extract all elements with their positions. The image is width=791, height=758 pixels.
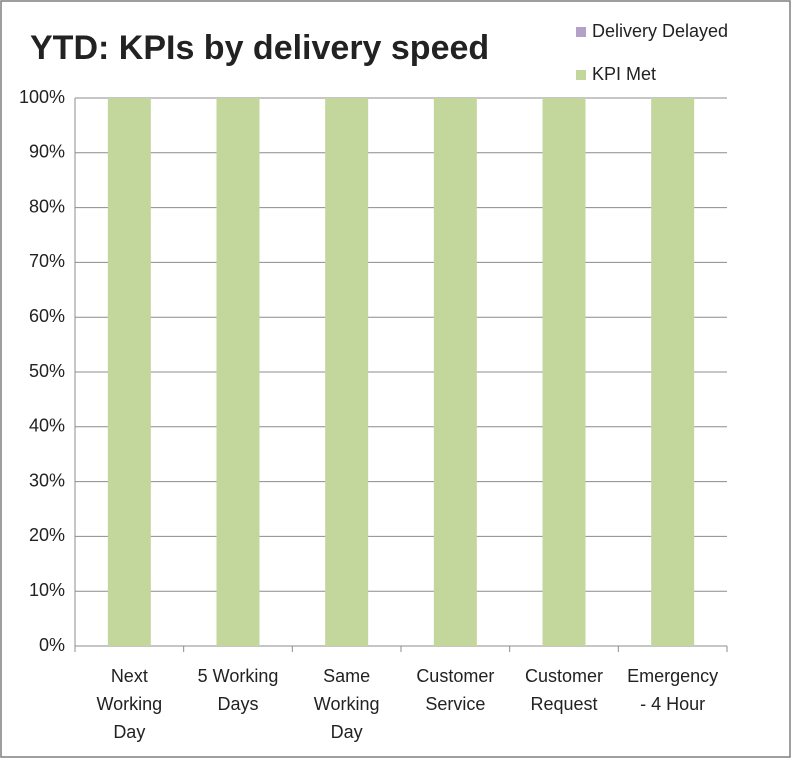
y-tick-label: 60% <box>29 306 65 326</box>
x-tick-label: Same Working Day <box>313 666 380 742</box>
bar-segment <box>216 98 260 646</box>
legend-swatch <box>576 70 586 80</box>
bar-segment <box>325 98 369 646</box>
y-tick-label: 80% <box>29 196 65 216</box>
y-tick-label: 10% <box>29 580 65 600</box>
bar-segment <box>107 98 151 646</box>
y-tick-label: 30% <box>29 470 65 490</box>
y-tick-label: 70% <box>29 251 65 271</box>
x-tick-label: Customer Service <box>416 666 495 714</box>
y-tick-label: 40% <box>29 416 65 436</box>
x-tick-label: Next Working Day <box>96 666 163 742</box>
x-tick-label: 5 Working Days <box>197 666 279 714</box>
y-tick-label: 50% <box>29 361 65 381</box>
bar-segment <box>433 98 477 646</box>
legend-swatch <box>576 27 586 37</box>
legend-label: KPI Met <box>592 64 656 84</box>
y-tick-label: 90% <box>29 142 65 162</box>
y-tick-label: 20% <box>29 525 65 545</box>
x-tick-label: Emergency - 4 Hour <box>627 666 719 714</box>
legend-label: Delivery Delayed <box>592 21 728 41</box>
bar-segment <box>651 98 695 646</box>
bar-segment <box>542 98 586 646</box>
chart-title: YTD: KPIs by delivery speed <box>30 29 489 67</box>
y-tick-label: 0% <box>39 635 65 655</box>
x-tick-label: Customer Request <box>524 666 604 714</box>
y-tick-label: 100% <box>19 87 65 107</box>
